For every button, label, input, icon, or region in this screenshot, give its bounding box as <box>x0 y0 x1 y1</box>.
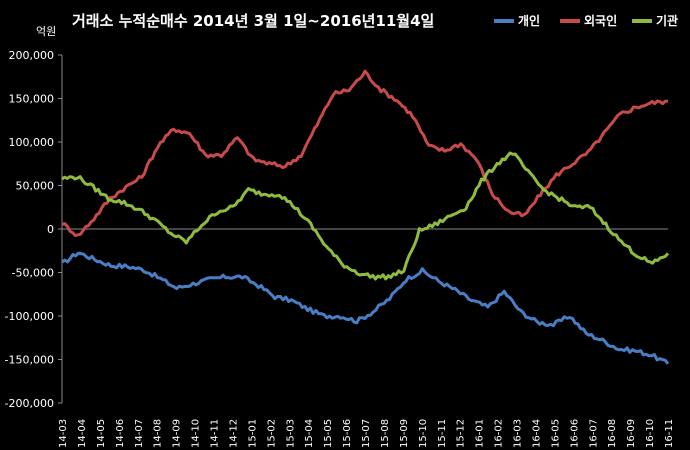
x-tick-label: 16-11 <box>664 419 675 448</box>
x-tick-label: 15-01 <box>247 419 258 448</box>
legend: 개인 외국인 기관 <box>494 13 678 28</box>
series-line-3 <box>61 151 670 281</box>
y-axis: -200,000 -150,000 -100,000 -50,000 0 50,000 10… <box>5 49 63 410</box>
y-tick-label: 50,000 <box>16 180 55 193</box>
x-tick-label: 16-07 <box>588 419 599 448</box>
series-line-1 <box>61 251 670 365</box>
x-tick-label: 16-02 <box>494 419 505 448</box>
x-tick-label: 15-12 <box>456 419 467 448</box>
x-tick-label: 14-07 <box>134 419 145 448</box>
series-line-2 <box>61 69 669 237</box>
x-tick-label: 16-09 <box>626 419 637 448</box>
x-tick-label: 16-10 <box>645 419 656 448</box>
x-tick-label: 14-10 <box>191 419 202 448</box>
chart-title: 거래소 누적순매수 2014년 3월 1일~2016년11월4일 <box>72 12 434 30</box>
x-tick-label: 16-06 <box>569 419 580 448</box>
y-tick-label: 150,000 <box>9 93 55 106</box>
x-tick-label: 15-02 <box>266 419 277 448</box>
x-tick-label: 15-04 <box>304 419 315 448</box>
x-tick-label: 15-10 <box>418 419 429 448</box>
x-tick-label: 16-03 <box>513 419 524 448</box>
x-tick-label: 14-03 <box>58 419 69 448</box>
x-axis: 14-03 14-04 14-05 14-06 14-07 14-08 14-09 14-10… <box>58 228 675 448</box>
legend-label: 개인 <box>518 13 540 28</box>
y-tick-label: 0 <box>47 223 54 236</box>
x-tick-label: 16-08 <box>607 419 618 448</box>
legend-label: 외국인 <box>584 13 617 28</box>
x-tick-label: 15-07 <box>361 419 372 448</box>
x-tick-label: 14-08 <box>153 419 164 448</box>
y-tick-label: -100,000 <box>5 310 54 323</box>
x-tick-label: 14-06 <box>115 419 126 448</box>
unit-label: 억원 <box>36 25 56 38</box>
x-tick-label: 16-04 <box>531 419 542 448</box>
y-tick-label: 100,000 <box>9 136 55 149</box>
x-tick-label: 15-06 <box>342 419 353 448</box>
x-tick-label: 15-03 <box>285 419 296 448</box>
x-tick-label: 16-05 <box>550 419 561 448</box>
x-tick-label: 14-11 <box>210 419 221 448</box>
x-tick-label: 15-05 <box>323 419 334 448</box>
x-tick-label: 14-12 <box>228 419 239 448</box>
x-tick-label: 14-05 <box>96 419 107 448</box>
legend-label: 기관 <box>656 13 678 28</box>
x-tick-label: 14-09 <box>172 419 183 448</box>
series-layer <box>61 69 670 365</box>
x-tick-label: 16-01 <box>475 419 486 448</box>
x-tick-label: 14-04 <box>77 419 88 448</box>
y-tick-label: 200,000 <box>9 49 55 62</box>
y-tick-label: -50,000 <box>12 267 54 280</box>
x-tick-label: 15-11 <box>437 419 448 448</box>
y-tick-label: -150,000 <box>5 354 54 367</box>
x-tick-label: 15-08 <box>380 419 391 448</box>
x-tick-label: 15-09 <box>399 419 410 448</box>
y-tick-label: -200,000 <box>5 397 54 410</box>
